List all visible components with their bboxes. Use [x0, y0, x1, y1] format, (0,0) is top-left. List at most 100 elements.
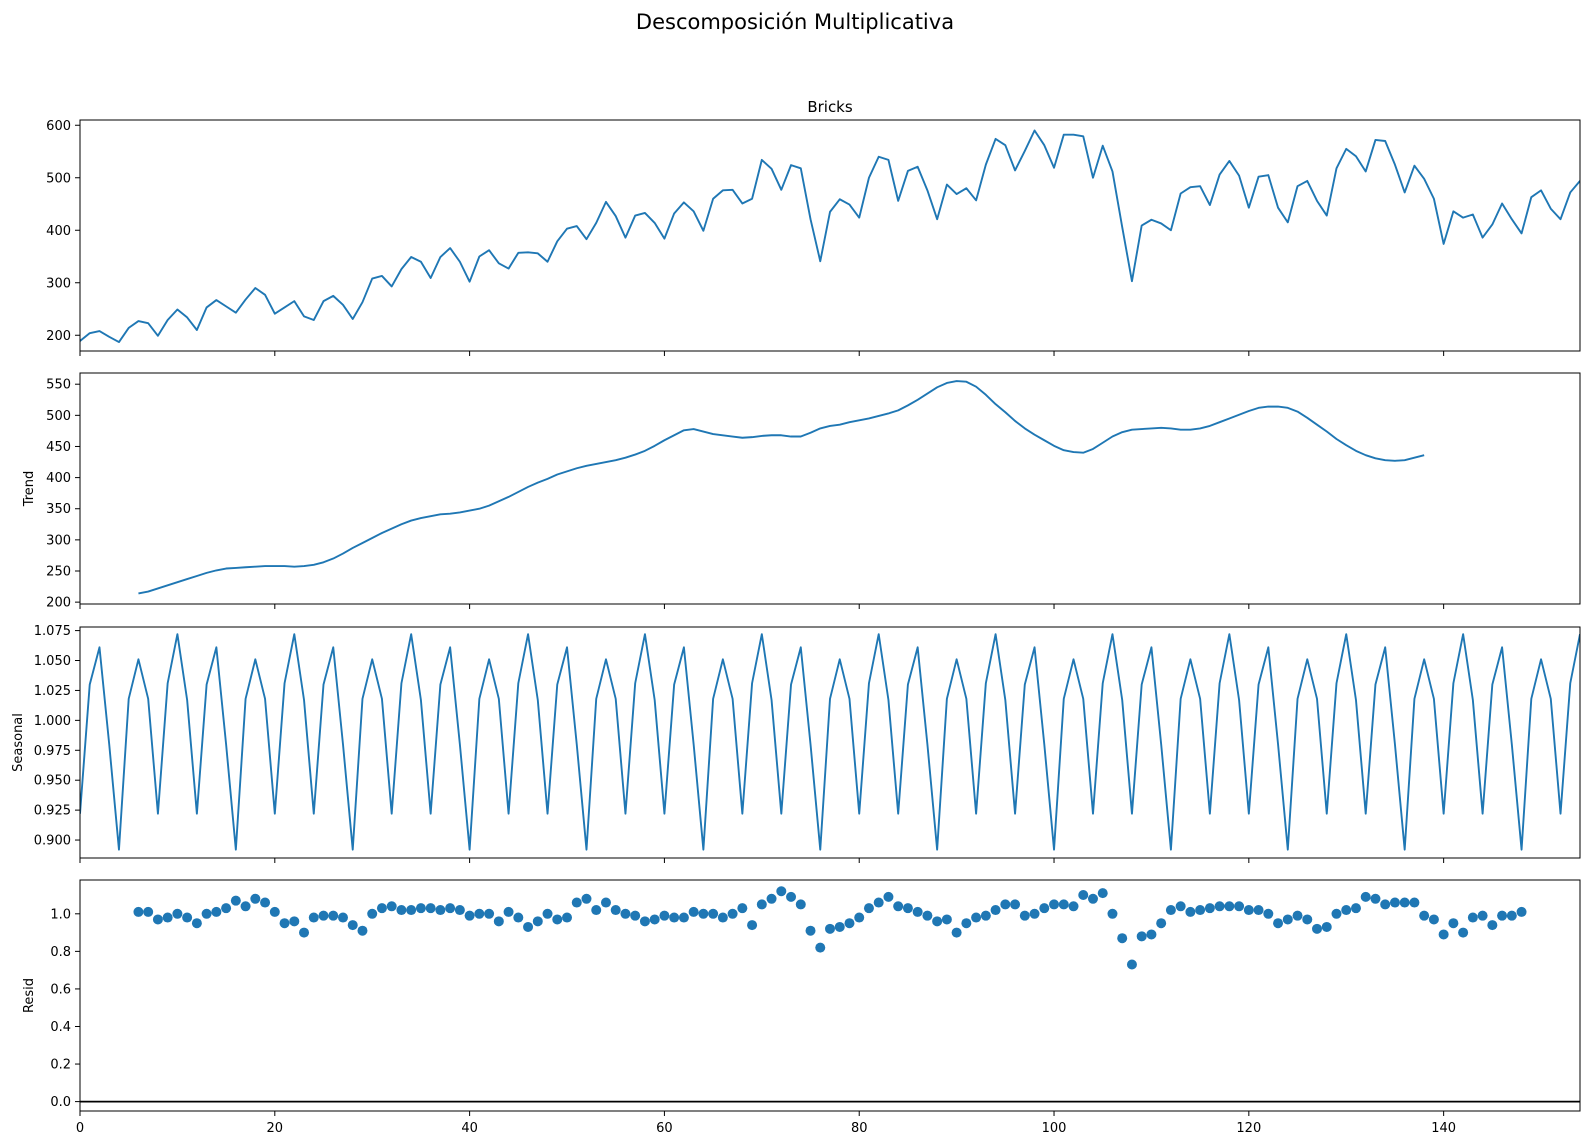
seasonal-series-line	[80, 633, 1580, 851]
resid-point	[1458, 927, 1469, 938]
resid-point	[912, 906, 923, 917]
resid-point	[1243, 905, 1254, 916]
resid-point	[737, 903, 748, 914]
resid-point	[1389, 897, 1400, 908]
resid-point	[445, 903, 456, 914]
resid-point	[1185, 906, 1196, 917]
resid-point	[269, 906, 280, 917]
resid-point	[1224, 901, 1235, 912]
resid-xtick-label: 140	[1431, 1121, 1456, 1136]
resid-point	[211, 906, 222, 917]
panel-resid: 0.0 0.2 0.4 0.6 0.8 1.0 0 20 40 60 80 100 120 140 Resi…	[22, 879, 1581, 1136]
resid-point	[513, 912, 524, 923]
resid-point	[191, 918, 202, 929]
trend-ytick-label: 250	[46, 565, 71, 580]
resid-point	[990, 905, 1001, 916]
trend-ylabel: Trend	[22, 471, 37, 508]
resid-point	[581, 893, 592, 904]
resid-point	[337, 912, 348, 923]
resid-point	[1195, 905, 1206, 916]
resid-point	[386, 901, 397, 912]
resid-xtick-label: 120	[1236, 1121, 1261, 1136]
resid-point	[260, 897, 271, 908]
resid-point	[1165, 905, 1176, 916]
resid-point	[1010, 899, 1021, 910]
panel-seasonal: 0.900 0.925 0.950 0.975 1.000 1.025 1.050 1.075…	[11, 624, 1581, 863]
resid-point	[756, 899, 767, 910]
seasonal-ylabel: Seasonal	[11, 713, 26, 772]
resid-point	[1341, 905, 1352, 916]
resid-point	[1467, 912, 1478, 923]
trend-axes-frame	[79, 372, 1581, 605]
resid-point	[464, 910, 475, 921]
trend-ytick-label: 300	[46, 533, 71, 548]
resid-point	[1360, 891, 1371, 902]
resid-point	[1497, 910, 1508, 921]
trend-ytick-label: 450	[46, 440, 71, 455]
bricks-axes-frame	[79, 119, 1581, 352]
resid-point	[571, 897, 582, 908]
resid-point	[1477, 910, 1488, 921]
resid-point	[152, 914, 163, 925]
seasonal-axes-frame	[79, 626, 1581, 859]
resid-point	[932, 916, 943, 927]
resid-point	[1107, 908, 1118, 919]
resid-point	[1438, 929, 1449, 940]
resid-point	[1312, 923, 1323, 934]
resid-point	[1370, 893, 1381, 904]
resid-point	[941, 914, 952, 925]
resid-point	[854, 912, 865, 923]
resid-point	[1292, 910, 1303, 921]
resid-point	[961, 918, 972, 929]
resid-point	[922, 910, 933, 921]
resid-point	[902, 903, 913, 914]
resid-point	[1029, 908, 1040, 919]
resid-point	[279, 918, 290, 929]
resid-point	[552, 914, 563, 925]
resid-point	[318, 910, 329, 921]
resid-point	[825, 923, 835, 934]
resid-point	[503, 906, 514, 917]
resid-point	[678, 912, 689, 923]
resid-point	[562, 912, 573, 923]
resid-point	[883, 891, 894, 902]
resid-point	[1068, 901, 1079, 912]
resid-point	[844, 918, 855, 929]
resid-point	[523, 921, 534, 932]
resid-point	[425, 903, 436, 914]
resid-point	[630, 910, 641, 921]
resid-point	[600, 897, 611, 908]
seasonal-ytick-label: 0.950	[34, 774, 71, 789]
bricks-ytick-label: 300	[46, 276, 71, 291]
resid-point	[1253, 905, 1264, 916]
resid-point	[1214, 901, 1225, 912]
resid-point	[834, 921, 845, 932]
resid-xtick-label: 100	[1042, 1121, 1067, 1136]
resid-point	[1273, 918, 1284, 929]
resid-point	[1039, 903, 1050, 914]
trend-ytick-label: 350	[46, 502, 71, 517]
resid-point	[1078, 890, 1089, 901]
seasonal-ytick-label: 1.050	[34, 654, 71, 669]
resid-point	[1282, 914, 1293, 925]
resid-ytick-label: 0.4	[50, 1020, 71, 1035]
resid-point	[591, 905, 602, 916]
resid-point	[230, 895, 241, 906]
resid-xtick-label: 20	[267, 1121, 284, 1136]
resid-point	[873, 897, 884, 908]
resid-point	[1117, 933, 1128, 944]
resid-ytick-label: 0.0	[50, 1095, 71, 1110]
resid-point	[1234, 901, 1245, 912]
resid-point	[1321, 921, 1332, 932]
resid-point	[289, 916, 300, 927]
figure-suptitle: Descomposición Multiplicativa	[636, 10, 954, 34]
resid-point	[795, 899, 806, 910]
resid-point	[1263, 908, 1274, 919]
resid-point	[474, 908, 485, 919]
resid-point	[172, 908, 183, 919]
resid-point	[162, 912, 173, 923]
resid-ytick-label: 0.8	[50, 945, 71, 960]
resid-point	[250, 893, 261, 904]
resid-point	[747, 920, 758, 931]
bricks-series-line	[80, 129, 1580, 344]
